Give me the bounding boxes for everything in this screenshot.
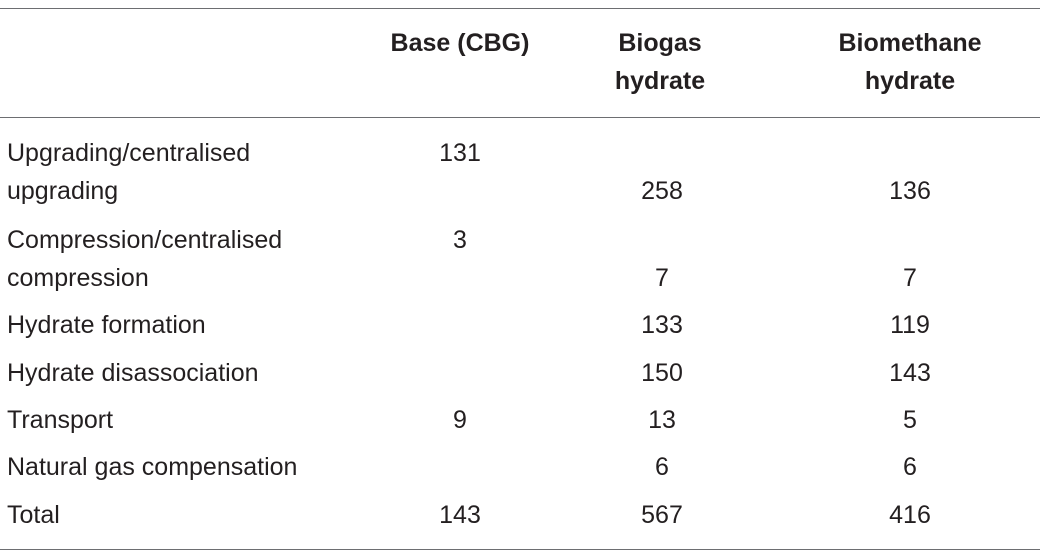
cell-biogas: 13 — [648, 406, 676, 434]
cell-biogas: 150 — [641, 359, 683, 387]
cell-biogas: 133 — [641, 311, 683, 339]
cell-biogas: 567 — [641, 501, 683, 529]
cell-biogas: 258 — [641, 177, 683, 205]
header-biogas-line1: Biogas — [618, 29, 702, 57]
cell-biomethane: 136 — [889, 177, 931, 205]
cell-biomethane: 143 — [889, 359, 931, 387]
header-biomethane-hydrate: Biomethane hydrate — [790, 24, 1030, 100]
row-label: Natural gas compensation — [7, 453, 298, 481]
cell-base: 143 — [439, 501, 481, 529]
row-label: Transport — [7, 406, 114, 434]
cell-base: 131 — [439, 139, 481, 167]
row-label: Compression/centralised — [7, 226, 283, 254]
cell-biomethane: 5 — [903, 406, 917, 434]
cell-biomethane: 119 — [890, 311, 930, 339]
header-rule — [0, 117, 1040, 118]
header-biogas-line2: hydrate — [614, 67, 706, 95]
cell-base: 3 — [453, 226, 467, 254]
header-base-cbg: Base (CBG) — [390, 29, 530, 57]
header-biomethane-line2: hydrate — [864, 67, 956, 95]
table-top-rule — [0, 8, 1040, 9]
cell-biomethane: 7 — [903, 264, 917, 292]
cell-base: 9 — [453, 406, 467, 434]
header-biomethane-line1: Biomethane — [838, 29, 982, 57]
row-label: Hydrate formation — [7, 311, 206, 339]
row-label: Total — [7, 501, 60, 529]
row-label: Upgrading/centralised — [7, 139, 251, 167]
row-label: compression — [7, 264, 149, 292]
row-label: Hydrate disassociation — [7, 359, 259, 387]
header-biogas-hydrate: Biogas hydrate — [560, 24, 760, 100]
table-bottom-rule — [0, 549, 1040, 550]
cell-biogas: 6 — [655, 453, 669, 481]
row-label: upgrading — [7, 177, 119, 205]
cell-biogas: 7 — [655, 264, 669, 292]
cell-biomethane: 6 — [903, 453, 917, 481]
cell-biomethane: 416 — [889, 501, 931, 529]
